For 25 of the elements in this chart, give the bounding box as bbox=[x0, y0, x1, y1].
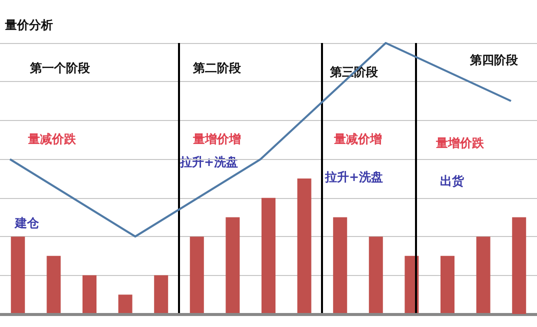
annotation: 第一个阶段 bbox=[29, 61, 91, 75]
bar bbox=[440, 256, 454, 314]
bar bbox=[46, 256, 61, 314]
annotation: 第四阶段 bbox=[469, 53, 519, 67]
bar bbox=[118, 294, 132, 314]
bar bbox=[154, 275, 168, 314]
annotation: 拉升+洗盘 bbox=[324, 170, 384, 184]
bar bbox=[10, 236, 25, 314]
bar bbox=[476, 236, 490, 314]
bar bbox=[512, 217, 526, 314]
bar bbox=[190, 236, 204, 314]
bar bbox=[368, 236, 383, 314]
bar bbox=[226, 217, 240, 314]
annotation: 建仓 bbox=[14, 216, 40, 230]
annotation: 出货 bbox=[440, 174, 465, 188]
chart-title: 量价分析 bbox=[4, 18, 53, 32]
annotation: 量减价增 bbox=[333, 132, 382, 146]
bar bbox=[82, 275, 96, 314]
annotation: 量增价跌 bbox=[435, 136, 485, 150]
annotation: 量减价跌 bbox=[27, 132, 77, 146]
bar bbox=[333, 217, 348, 314]
annotation: 量增价增 bbox=[192, 132, 241, 146]
bar bbox=[297, 178, 312, 314]
annotation: 第二阶段 bbox=[192, 61, 242, 75]
bar bbox=[262, 198, 276, 314]
